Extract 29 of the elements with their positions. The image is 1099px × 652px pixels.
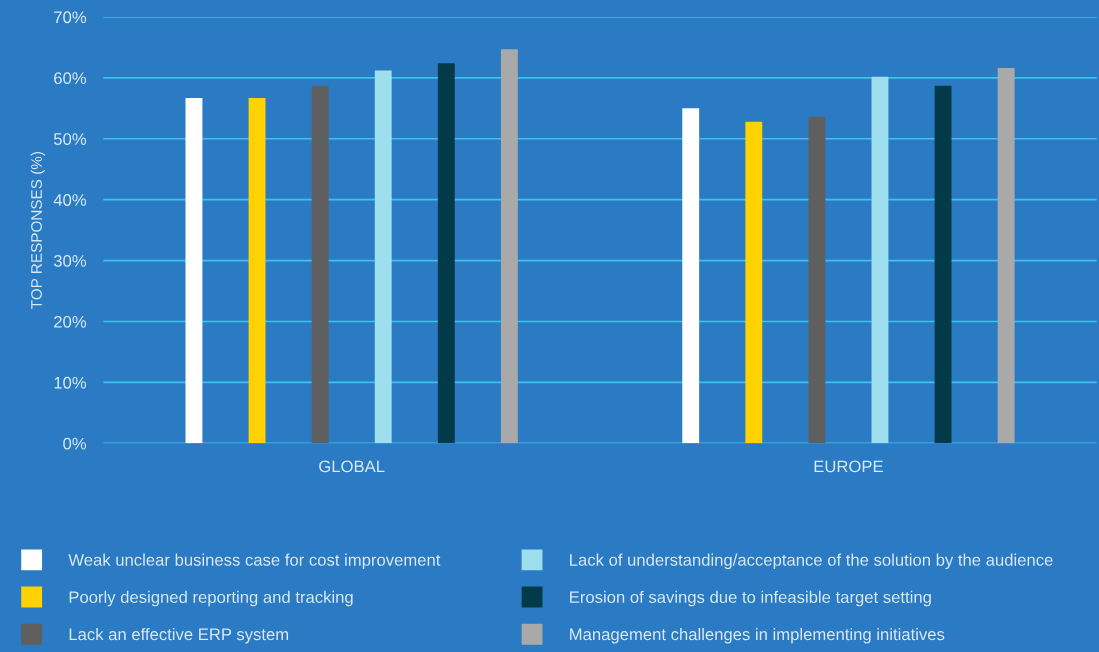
y-tick-label: 10% [54,376,87,389]
y-tick-label: 60% [54,72,87,85]
y-tick-label: 30% [53,255,87,267]
legend-label: Poorly designed reporting and tracking [69,590,353,607]
y-tick-label: 40% [53,194,87,206]
bar [682,108,700,444]
bar [185,97,203,444]
legend-label: Management challenges in implementing initiatives [570,627,945,644]
bar [934,85,952,444]
y-tick-label: 70% [54,11,87,24]
bar [745,121,763,444]
bar [500,49,518,444]
y-tick-label: 20% [54,315,87,328]
y-tick-label: 0% [63,437,87,450]
y-axis-title: TOP RESPONSES (%) [30,152,45,309]
bar [997,68,1015,444]
legend-label: Erosion of savings due to infeasible target setting [570,590,931,607]
legend-label: Lack an effective ERP system [69,627,289,644]
bar [871,76,889,444]
x-tick-label: EUROPE [814,460,883,473]
bar [248,97,266,444]
x-tick-label: GLOBAL [319,460,385,473]
y-tick-label: 50% [53,133,87,145]
bar [437,63,455,444]
bar [311,85,329,444]
bar [374,70,392,444]
legend-label: Lack of understanding/acceptance of the solution by the audience [570,553,1053,570]
legend-label: Weak unclear business case for cost improvement [68,553,441,570]
bar [808,116,826,444]
